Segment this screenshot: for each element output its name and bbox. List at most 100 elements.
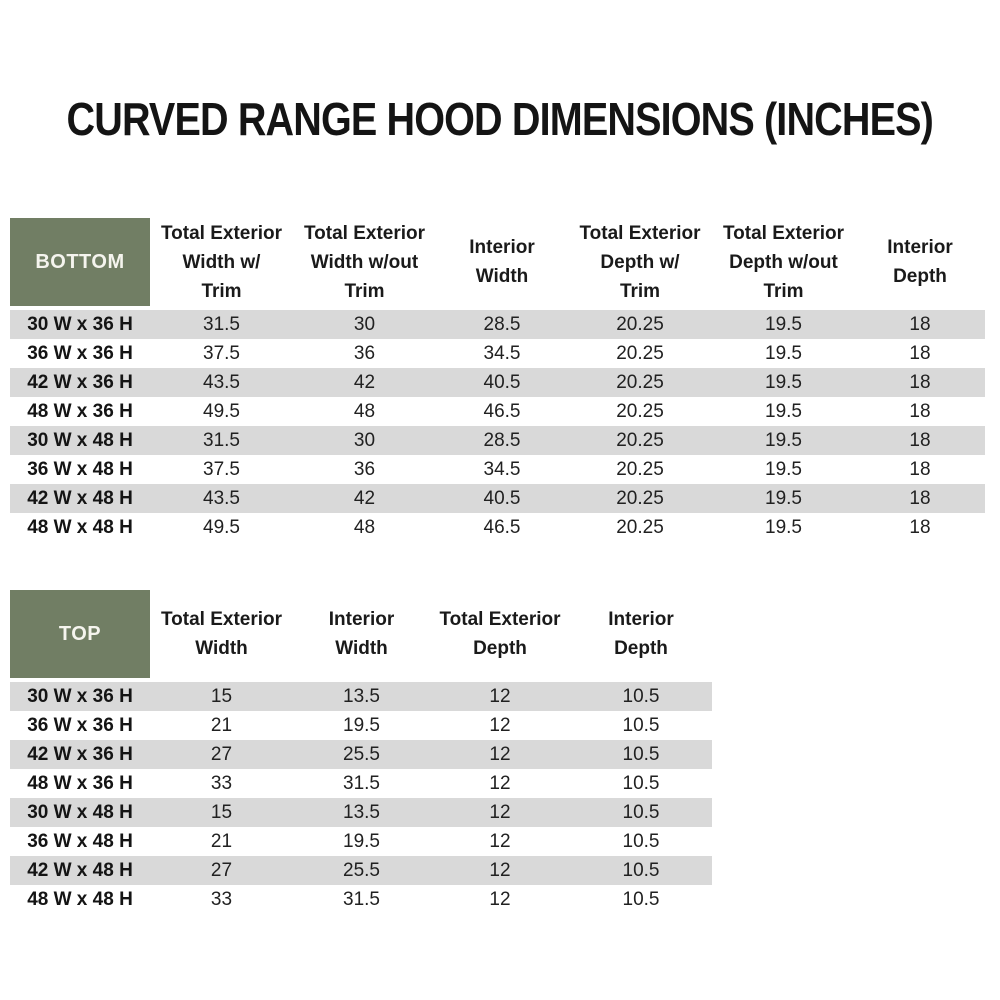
top-dimension-value: 15 [150,798,293,827]
bottom-column-header: Total Exterior Width w/out Trim [293,218,436,306]
top-dimension-value: 12 [430,711,570,740]
top-row-label: 48 W x 36 H [10,769,150,798]
top-corner-label: TOP [10,590,150,678]
top-dimension-value: 10.5 [570,856,712,885]
top-row-label: 42 W x 36 H [10,740,150,769]
bottom-dimensions-table: BOTTOM Total Exterior Width w/ Trim Total … [10,218,985,542]
bottom-row-label: 36 W x 48 H [10,455,150,484]
bottom-row-label: 30 W x 48 H [10,426,150,455]
bottom-header-row: BOTTOM Total Exterior Width w/ Trim Total … [10,218,985,306]
bottom-dimension-value: 40.5 [436,484,568,513]
bottom-row-label: 36 W x 36 H [10,339,150,368]
bottom-dimension-value: 19.5 [712,397,855,426]
page-title: CURVED RANGE HOOD DIMENSIONS (INCHES) [66,93,934,145]
bottom-table-body: 30 W x 36 H 31.5 30 28.5 20.25 19.5 18 36 W x 3… [10,306,985,542]
top-row-label: 30 W x 36 H [10,678,150,711]
bottom-table-row: 48 W x 48 H 49.5 48 46.5 20.25 19.5 18 [10,513,985,542]
bottom-dimension-value: 19.5 [712,513,855,542]
bottom-dimension-value: 19.5 [712,426,855,455]
bottom-dimension-value: 19.5 [712,484,855,513]
top-dimension-value: 12 [430,740,570,769]
bottom-table-header: BOTTOM Total Exterior Width w/ Trim Total … [10,218,985,306]
bottom-dimension-value: 31.5 [150,306,293,339]
bottom-column-header: Total Exterior Depth w/ Trim [568,218,712,306]
top-dimension-value: 25.5 [293,856,430,885]
top-column-header: Interior Width [293,590,430,678]
top-row-label: 36 W x 36 H [10,711,150,740]
top-dimension-value: 33 [150,885,293,914]
bottom-column-header: Total Exterior Depth w/out Trim [712,218,855,306]
top-table-row: 30 W x 36 H 15 13.5 12 10.5 [10,678,712,711]
bottom-dimension-value: 20.25 [568,306,712,339]
bottom-dimension-value: 48 [293,397,436,426]
top-dimension-value: 12 [430,678,570,711]
bottom-dimension-value: 19.5 [712,368,855,397]
bottom-table-row: 36 W x 48 H 37.5 36 34.5 20.25 19.5 18 [10,455,985,484]
bottom-dimension-value: 19.5 [712,455,855,484]
bottom-row-label: 48 W x 36 H [10,397,150,426]
bottom-column-header: Interior Width [436,218,568,306]
bottom-dimension-value: 46.5 [436,513,568,542]
bottom-dimension-value: 34.5 [436,339,568,368]
bottom-dimension-value: 43.5 [150,368,293,397]
bottom-dimension-value: 18 [855,513,985,542]
top-dimension-value: 27 [150,740,293,769]
bottom-dimension-value: 20.25 [568,339,712,368]
top-row-label: 42 W x 48 H [10,856,150,885]
bottom-dimension-value: 49.5 [150,513,293,542]
bottom-dimension-value: 28.5 [436,426,568,455]
bottom-table-row: 42 W x 36 H 43.5 42 40.5 20.25 19.5 18 [10,368,985,397]
top-dimension-value: 10.5 [570,885,712,914]
bottom-table-row: 30 W x 36 H 31.5 30 28.5 20.25 19.5 18 [10,306,985,339]
top-dimension-value: 12 [430,885,570,914]
top-dimension-value: 13.5 [293,798,430,827]
top-dimension-value: 12 [430,827,570,856]
top-row-label: 48 W x 48 H [10,885,150,914]
top-table-row: 36 W x 48 H 21 19.5 12 10.5 [10,827,712,856]
top-table-row: 42 W x 36 H 27 25.5 12 10.5 [10,740,712,769]
bottom-table-row: 30 W x 48 H 31.5 30 28.5 20.25 19.5 18 [10,426,985,455]
bottom-dimension-value: 18 [855,484,985,513]
bottom-dimension-value: 49.5 [150,397,293,426]
bottom-dimension-value: 20.25 [568,426,712,455]
top-table-body: 30 W x 36 H 15 13.5 12 10.5 36 W x 36 H 21 19.5… [10,678,712,914]
bottom-dimension-value: 37.5 [150,455,293,484]
bottom-dimension-value: 37.5 [150,339,293,368]
top-table-row: 30 W x 48 H 15 13.5 12 10.5 [10,798,712,827]
bottom-table-row: 48 W x 36 H 49.5 48 46.5 20.25 19.5 18 [10,397,985,426]
top-table-header: TOP Total Exterior Width Interior Width Tot… [10,590,712,678]
top-table-row: 48 W x 48 H 33 31.5 12 10.5 [10,885,712,914]
bottom-dimension-value: 19.5 [712,339,855,368]
bottom-row-label: 42 W x 48 H [10,484,150,513]
top-dimension-value: 10.5 [570,798,712,827]
top-dimension-value: 10.5 [570,711,712,740]
top-row-label: 36 W x 48 H [10,827,150,856]
bottom-row-label: 42 W x 36 H [10,368,150,397]
bottom-dimension-value: 42 [293,368,436,397]
top-dimension-value: 27 [150,856,293,885]
top-dimension-value: 19.5 [293,827,430,856]
bottom-dimension-value: 19.5 [712,306,855,339]
bottom-dimension-value: 28.5 [436,306,568,339]
bottom-table-row: 36 W x 36 H 37.5 36 34.5 20.25 19.5 18 [10,339,985,368]
top-dimension-value: 12 [430,769,570,798]
top-column-header: Total Exterior Width [150,590,293,678]
top-dimension-value: 10.5 [570,827,712,856]
bottom-dimension-value: 42 [293,484,436,513]
bottom-dimension-value: 18 [855,455,985,484]
top-dimension-value: 33 [150,769,293,798]
top-dimension-value: 15 [150,678,293,711]
bottom-corner-label: BOTTOM [10,218,150,306]
top-table-row: 36 W x 36 H 21 19.5 12 10.5 [10,711,712,740]
bottom-dimension-value: 43.5 [150,484,293,513]
top-dimension-value: 10.5 [570,678,712,711]
top-dimension-value: 31.5 [293,885,430,914]
top-table-row: 42 W x 48 H 27 25.5 12 10.5 [10,856,712,885]
top-header-row: TOP Total Exterior Width Interior Width Tot… [10,590,712,678]
top-dimension-value: 12 [430,798,570,827]
bottom-dimension-value: 40.5 [436,368,568,397]
top-column-header: Interior Depth [570,590,712,678]
bottom-dimension-value: 20.25 [568,368,712,397]
top-table-row: 48 W x 36 H 33 31.5 12 10.5 [10,769,712,798]
top-column-header: Total Exterior Depth [430,590,570,678]
